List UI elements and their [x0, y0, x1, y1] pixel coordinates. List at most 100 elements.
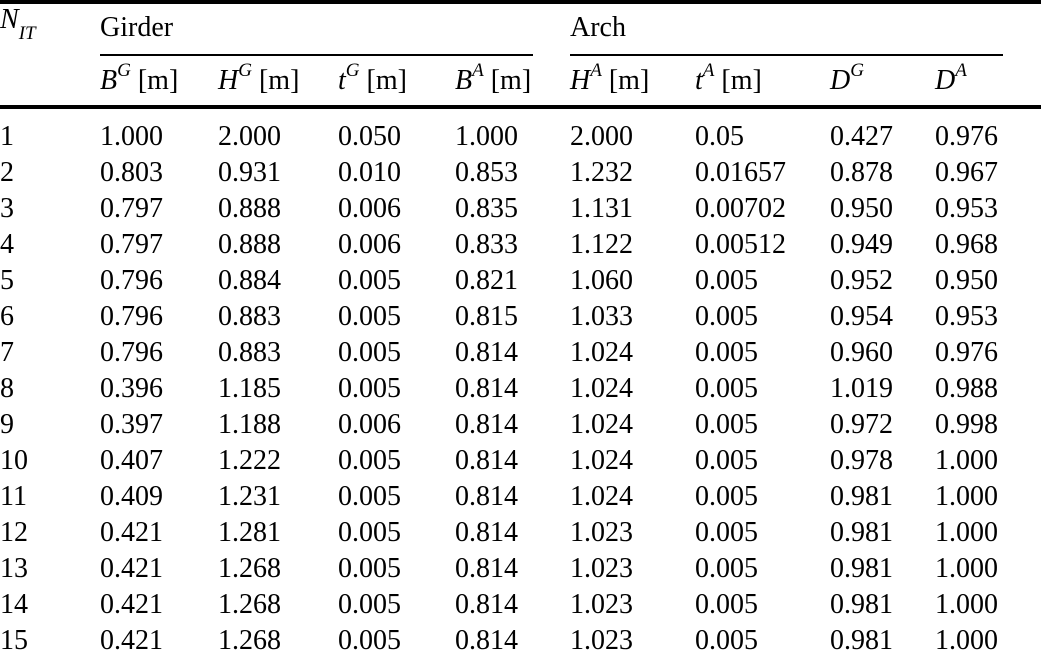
col-header-b-g: BG [m] — [100, 56, 218, 109]
data-cell: 0.878 — [830, 157, 894, 188]
data-cell: 0.005 — [695, 481, 759, 512]
row-number-cell: 5 — [0, 265, 14, 296]
col-header-h-a: HA [m] — [570, 56, 696, 109]
data-cell: 0.950 — [830, 193, 894, 224]
data-cell: 1.024 — [570, 373, 634, 404]
data-cell: 0.814 — [455, 373, 518, 404]
nit-symbol: N — [0, 4, 19, 35]
data-cell: 1.131 — [570, 193, 634, 224]
data-cell: 0.814 — [455, 409, 518, 440]
data-cell: 1.000 — [935, 517, 999, 548]
data-cell: 0.05 — [695, 121, 745, 152]
data-cell: 0.005 — [338, 301, 401, 332]
unit-label: [m] — [359, 64, 407, 96]
row-number-cell: 14 — [0, 589, 28, 620]
data-cell: 2.000 — [570, 121, 634, 152]
group-label-girder: Girder — [100, 4, 534, 56]
data-cell: 1.185 — [218, 373, 281, 404]
data-cell: 0.814 — [455, 553, 518, 584]
data-cell: 0.005 — [338, 589, 401, 620]
data-cell: 0.797 — [100, 193, 163, 224]
data-cell: 0.005 — [695, 517, 759, 548]
data-cell: 1.000 — [935, 445, 999, 476]
data-cell: 0.397 — [100, 409, 163, 440]
data-cell: 0.814 — [455, 445, 518, 476]
table-row: 3 0.797 0.888 0.006 0.835 1.131 0.00702 0.950 0.… — [0, 191, 1041, 227]
data-cell: 0.421 — [100, 517, 163, 548]
data-cell: 1.231 — [218, 481, 281, 512]
data-cell: 0.998 — [935, 409, 999, 440]
data-cell: 0.006 — [338, 409, 401, 440]
table-row: 14 0.421 1.268 0.005 0.814 1.023 0.005 0.981 1.0… — [0, 587, 1041, 623]
data-cell: 0.968 — [935, 229, 999, 260]
table-row: 13 0.421 1.268 0.005 0.814 1.023 0.005 0.981 1.0… — [0, 551, 1041, 587]
data-cell: 0.981 — [830, 589, 894, 620]
col-header-t-g: tG [m] — [338, 56, 455, 109]
row-number-cell: 13 — [0, 553, 28, 584]
row-number-cell: 6 — [0, 301, 14, 332]
data-cell: 0.010 — [338, 157, 401, 188]
data-cell: 0.005 — [695, 337, 759, 368]
data-cell: 1.060 — [570, 265, 634, 296]
data-cell: 0.050 — [338, 121, 401, 152]
data-cell: 1.000 — [455, 121, 518, 152]
data-cell: 1.188 — [218, 409, 281, 440]
table-row: 2 0.803 0.931 0.010 0.853 1.232 0.01657 0.878 0.… — [0, 155, 1041, 191]
data-cell: 0.005 — [338, 337, 401, 368]
unit-label: [m] — [130, 64, 179, 96]
table-row: 12 0.421 1.281 0.005 0.814 1.023 0.005 0.981 1.0… — [0, 515, 1041, 551]
table-row: 4 0.797 0.888 0.006 0.833 1.122 0.00512 0.949 0.… — [0, 227, 1041, 263]
data-cell: 0.950 — [935, 265, 999, 296]
data-cell: 0.005 — [338, 373, 401, 404]
data-cell: 0.005 — [338, 481, 401, 512]
data-cell: 0.005 — [338, 625, 401, 656]
data-cell: 1.222 — [218, 445, 281, 476]
data-cell: 1.023 — [570, 553, 634, 584]
row-number-cell: 9 — [0, 409, 14, 440]
data-cell: 1.000 — [935, 553, 999, 584]
column-header-row: BG [m] HG [m] tG [m] BA [m] HA [m] tA [m] DG DA — [0, 56, 1041, 109]
data-cell: 0.888 — [218, 229, 281, 260]
table-row: 9 0.397 1.188 0.006 0.814 1.024 0.005 0.972 0.99… — [0, 407, 1041, 443]
data-cell: 0.972 — [830, 409, 894, 440]
data-cell: 0.006 — [338, 193, 401, 224]
data-cell: 0.814 — [455, 589, 518, 620]
col-header-nit: NIT — [0, 2, 100, 109]
data-cell: 1.019 — [830, 373, 894, 404]
data-cell: 0.421 — [100, 625, 163, 656]
row-number-cell: 1 — [0, 121, 14, 152]
data-cell: 0.814 — [455, 517, 518, 548]
table-row: 8 0.396 1.185 0.005 0.814 1.024 0.005 1.019 0.98… — [0, 371, 1041, 407]
data-cell: 0.396 — [100, 373, 163, 404]
data-cell: 1.024 — [570, 445, 634, 476]
data-cell: 0.409 — [100, 481, 163, 512]
row-number-cell: 2 — [0, 157, 14, 188]
data-cell: 1.023 — [570, 625, 634, 656]
data-cell: 1.000 — [935, 481, 999, 512]
data-cell: 0.006 — [338, 229, 401, 260]
data-cell: 0.427 — [830, 121, 894, 152]
data-cell: 0.978 — [830, 445, 894, 476]
row-number-cell: 8 — [0, 373, 14, 404]
data-cell: 1.232 — [570, 157, 634, 188]
group-header-row: NIT Girder Arch — [0, 2, 1041, 109]
data-cell: 0.814 — [455, 337, 518, 368]
data-cell: 0.815 — [455, 301, 518, 332]
table-row: 1 1.000 2.000 0.050 1.000 2.000 0.05 0.427 0.976 — [0, 107, 1041, 155]
data-cell: 0.005 — [695, 625, 759, 656]
unit-label: [m] — [483, 64, 532, 96]
data-cell: 0.949 — [830, 229, 894, 260]
data-cell: 1.024 — [570, 409, 634, 440]
data-cell: 0.976 — [935, 121, 999, 152]
col-header-h-g: HG [m] — [218, 56, 338, 109]
data-cell: 0.814 — [455, 625, 518, 656]
data-cell: 0.005 — [695, 409, 759, 440]
data-cell: 1.122 — [570, 229, 634, 260]
data-cell: 0.005 — [695, 301, 759, 332]
data-cell: 0.960 — [830, 337, 894, 368]
data-cell: 0.853 — [455, 157, 518, 188]
table-row: 7 0.796 0.883 0.005 0.814 1.024 0.005 0.960 0.97… — [0, 335, 1041, 371]
row-number-cell: 7 — [0, 337, 14, 368]
data-cell: 0.796 — [100, 265, 163, 296]
data-cell: 1.000 — [935, 625, 999, 656]
